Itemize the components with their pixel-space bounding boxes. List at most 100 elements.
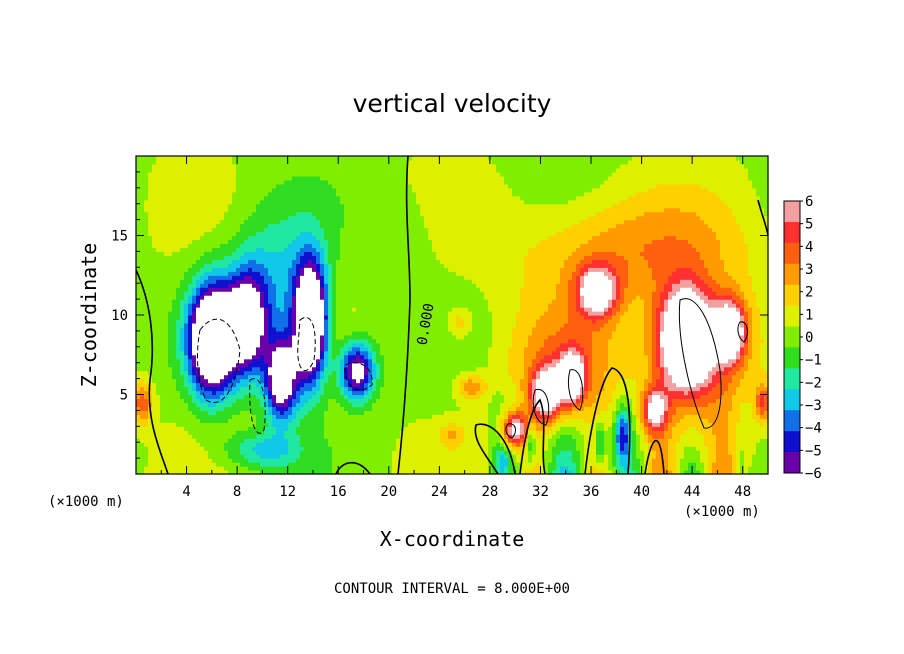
heatmap-cell xyxy=(356,442,361,447)
heatmap-cell xyxy=(164,370,169,376)
heatmap-cell xyxy=(364,263,369,268)
heatmap-cell xyxy=(332,322,337,328)
heatmap-cell xyxy=(248,291,253,296)
heatmap-cell xyxy=(348,350,353,356)
heatmap-cell xyxy=(340,414,345,419)
heatmap-cell xyxy=(296,235,301,241)
heatmap-cell xyxy=(264,267,269,272)
heatmap-cell xyxy=(360,346,365,352)
heatmap-cell xyxy=(308,358,313,364)
heatmap-cell xyxy=(380,207,385,213)
heatmap-cell xyxy=(212,438,217,443)
heatmap-cell xyxy=(372,414,377,419)
heatmap-cell xyxy=(216,235,221,241)
heatmap-cell xyxy=(192,422,197,427)
heatmap-cell xyxy=(192,287,197,292)
heatmap-cell xyxy=(296,203,301,209)
heatmap-cell xyxy=(288,179,293,185)
heatmap-cell xyxy=(316,247,321,252)
heatmap-cell xyxy=(312,410,317,415)
heatmap-cell xyxy=(188,382,193,388)
heatmap-cell xyxy=(320,263,325,268)
heatmap-cell xyxy=(232,295,237,300)
heatmap-cell xyxy=(252,438,257,443)
heatmap-cell xyxy=(252,247,257,252)
heatmap-cell xyxy=(264,227,269,233)
heatmap-cell xyxy=(196,303,201,308)
heatmap-cell xyxy=(284,414,289,419)
heatmap-cell xyxy=(304,470,309,475)
heatmap-cell xyxy=(184,191,189,197)
heatmap-cell xyxy=(196,231,201,237)
heatmap-cell xyxy=(360,156,365,161)
heatmap-cell xyxy=(204,267,209,272)
heatmap-cell xyxy=(144,191,149,197)
heatmap-cell xyxy=(168,438,173,443)
heatmap-cell xyxy=(284,227,289,233)
heatmap-cell xyxy=(204,390,209,396)
heatmap-cell xyxy=(332,279,337,284)
heatmap-cell xyxy=(300,326,305,332)
heatmap-cell xyxy=(284,386,289,392)
heatmap-cell xyxy=(332,219,337,225)
heatmap-cell xyxy=(288,267,293,272)
heatmap-cell xyxy=(304,283,309,288)
heatmap-cell xyxy=(372,187,377,193)
heatmap-cell xyxy=(184,251,189,256)
heatmap-cell xyxy=(288,374,293,380)
heatmap-cell xyxy=(284,318,289,324)
heatmap-cell xyxy=(252,362,257,368)
heatmap-cell xyxy=(312,171,317,177)
heatmap-cell xyxy=(316,223,321,229)
heatmap-cell xyxy=(220,354,225,360)
heatmap-cell xyxy=(256,438,261,443)
heatmap-cell xyxy=(332,303,337,308)
heatmap-cell xyxy=(164,167,169,173)
heatmap-cell xyxy=(148,442,153,447)
heatmap-cell xyxy=(220,346,225,352)
heatmap-cell xyxy=(280,346,285,352)
heatmap-cell xyxy=(204,179,209,185)
heatmap-cell xyxy=(168,295,173,300)
heatmap-cell xyxy=(256,251,261,256)
heatmap-cell xyxy=(188,159,193,165)
heatmap-cell xyxy=(296,346,301,352)
heatmap-cell xyxy=(136,171,141,177)
heatmap-cell xyxy=(348,171,353,177)
heatmap-cell xyxy=(312,414,317,419)
heatmap-cell xyxy=(152,235,157,241)
heatmap-cell xyxy=(236,303,241,308)
heatmap-cell xyxy=(136,418,141,423)
heatmap-cell xyxy=(328,338,333,344)
heatmap-cell xyxy=(320,235,325,241)
heatmap-cell xyxy=(184,167,189,173)
heatmap-cell xyxy=(316,354,321,360)
heatmap-cell xyxy=(144,334,149,340)
heatmap-cell xyxy=(356,223,361,229)
heatmap-cell xyxy=(320,410,325,415)
heatmap-cell xyxy=(220,247,225,252)
heatmap-cell xyxy=(332,207,337,213)
heatmap-cell xyxy=(308,402,313,408)
heatmap-cell xyxy=(260,263,265,268)
heatmap-cell xyxy=(336,374,341,380)
heatmap-cell xyxy=(196,422,201,427)
heatmap-cell xyxy=(248,239,253,245)
heatmap-cell xyxy=(160,279,165,284)
heatmap-cell xyxy=(136,227,141,233)
heatmap-cell xyxy=(276,259,281,264)
heatmap-cell xyxy=(136,374,141,380)
heatmap-cell xyxy=(288,458,293,463)
heatmap-cell xyxy=(220,382,225,388)
heatmap-cell xyxy=(340,203,345,209)
heatmap-cell xyxy=(352,426,357,431)
heatmap-cell xyxy=(304,442,309,447)
heatmap-cell xyxy=(264,422,269,427)
heatmap-cell xyxy=(184,247,189,252)
heatmap-cell xyxy=(360,442,365,447)
heatmap-cell xyxy=(148,426,153,431)
heatmap-cell xyxy=(244,358,249,364)
heatmap-cell xyxy=(328,462,333,467)
heatmap-cell xyxy=(224,446,229,451)
heatmap-cell xyxy=(184,370,189,376)
